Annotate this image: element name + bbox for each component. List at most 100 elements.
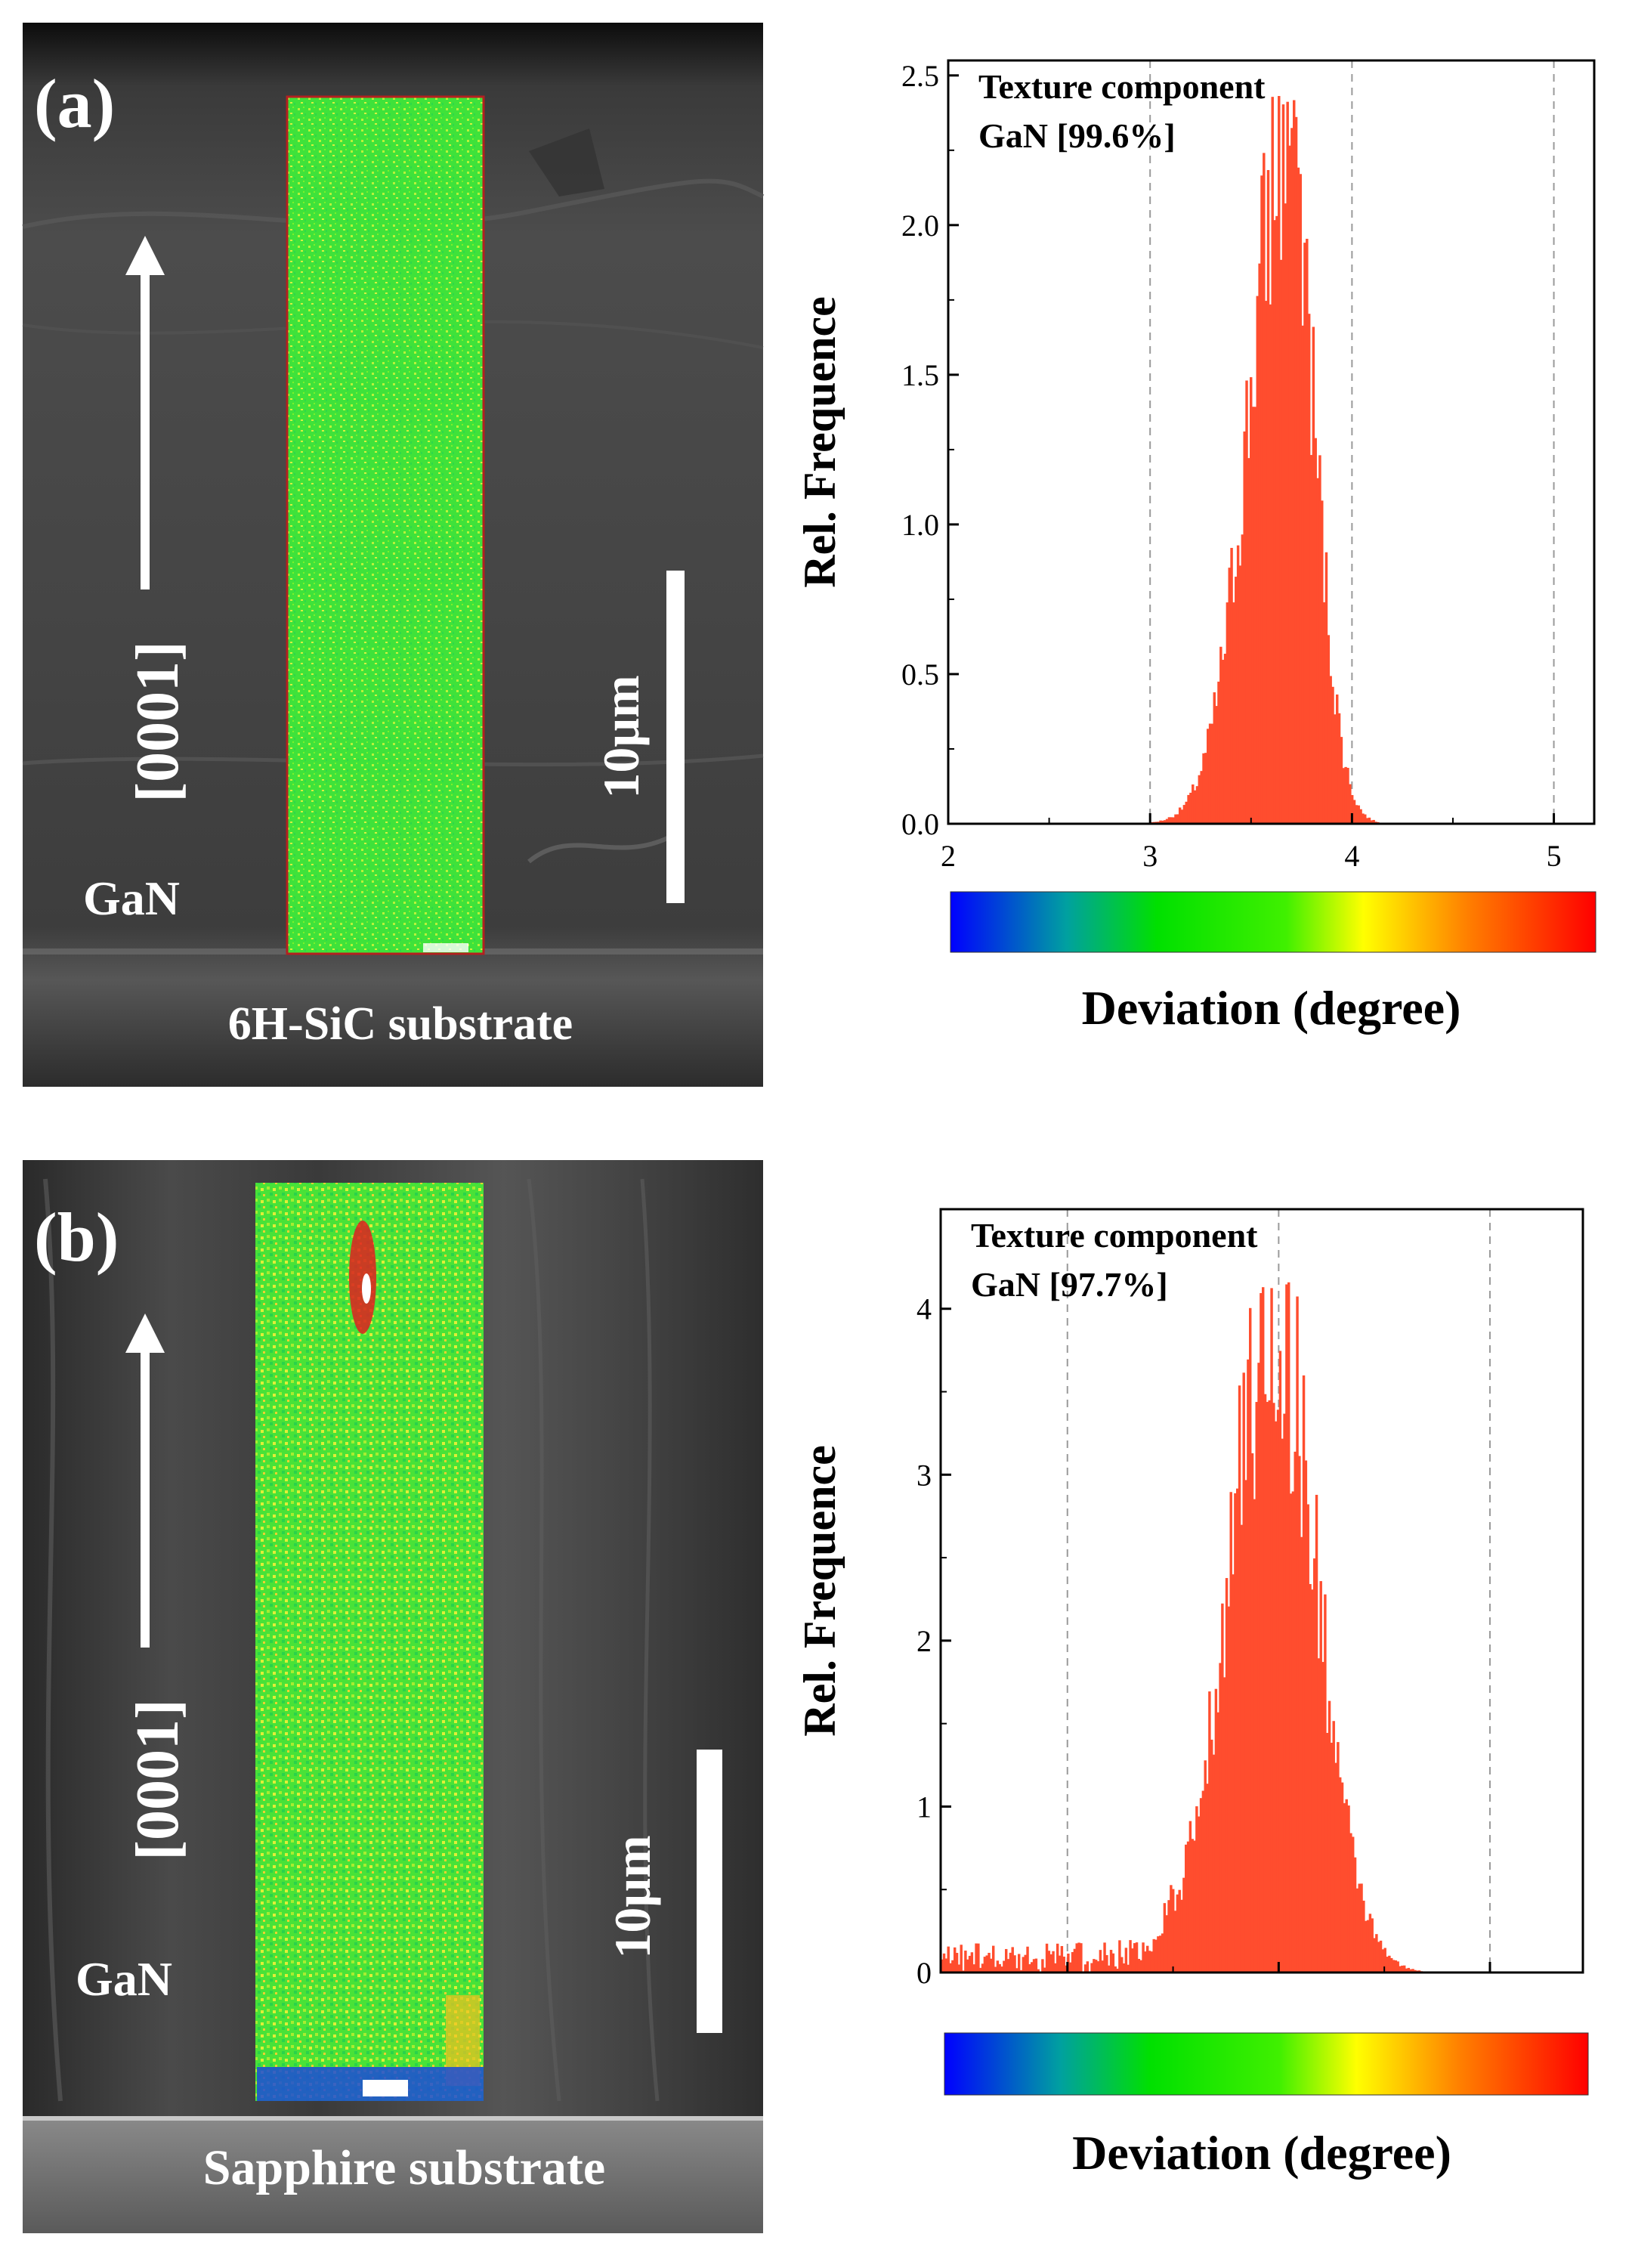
histogram-bar [1294, 1451, 1297, 1973]
histogram-bar [1245, 380, 1248, 824]
histogram-bar [1285, 1284, 1288, 1973]
histogram-bar [1118, 1940, 1121, 1973]
histogram-bar [1161, 1933, 1164, 1973]
histogram-bar [1032, 1959, 1036, 1973]
histogram-bar [1146, 1945, 1149, 1973]
histogram-bar [1163, 1903, 1167, 1973]
histogram-bar [1317, 1658, 1321, 1973]
histogram-bar [1304, 1460, 1308, 1973]
histogram-bar [1370, 820, 1374, 824]
histogram-bar [1298, 1456, 1301, 1973]
histogram-bar [1322, 602, 1326, 824]
histogram-bar [998, 1963, 1001, 1973]
x-tick-label: 2 [941, 839, 956, 873]
histogram-bar [1026, 1946, 1029, 1973]
histogram-bar [1321, 500, 1324, 824]
color-scale-bar [950, 891, 1596, 953]
histogram-a: 0.0 0.5 1.0 1.5 2.0 2.5 2 3 4 5 Texture component G… [795, 59, 1596, 1035]
histogram-bar [1225, 1578, 1229, 1973]
histogram-bar [1186, 1841, 1190, 1973]
histogram-bar [942, 1953, 946, 1973]
annotation-percent: GaN [99.6%] [978, 116, 1176, 155]
histogram-bar [1331, 686, 1334, 824]
y-tick-label: 2 [916, 1624, 932, 1658]
histogram-bar [1242, 1372, 1245, 1973]
histogram-bar [1099, 1950, 1102, 1973]
histogram-bar [1207, 729, 1210, 824]
panel-b-image: (b) [0001] GaN 10μm Sapphire substrate [23, 1160, 763, 2233]
histogram-bar [1271, 97, 1274, 825]
histogram-bar [1251, 407, 1255, 824]
histogram-bar [1217, 681, 1220, 824]
histogram-bar [1253, 1499, 1256, 1973]
histogram-bar [1286, 101, 1289, 825]
histogram-bar [1281, 1438, 1284, 1973]
histogram-bar [979, 1967, 982, 1973]
histogram-bar [1137, 1958, 1141, 1973]
histogram-bar [1191, 1839, 1194, 1973]
panel-a-direction-label: [0001] [125, 641, 191, 802]
histogram-bar [1154, 1939, 1158, 1973]
histogram-bar [1101, 1960, 1104, 1973]
histogram-bar [1243, 431, 1246, 824]
histogram-bar [1330, 1742, 1334, 1973]
histogram-bar [985, 1955, 988, 1973]
histogram-bar [1349, 1833, 1352, 1973]
histogram-bar [1349, 784, 1352, 824]
histogram-bar [1212, 1754, 1216, 1973]
histogram-bar [1289, 1493, 1293, 1973]
histogram-bar [1228, 568, 1231, 824]
histogram-bar [1009, 1952, 1012, 1973]
histogram-bar [1407, 1967, 1411, 1973]
histogram-bar [968, 1955, 972, 1973]
histogram-bar [1266, 1402, 1269, 1973]
plot-frame [947, 59, 1596, 825]
histogram-bar [1052, 1951, 1055, 1973]
y-tick-label: 0 [916, 1956, 932, 1990]
histogram-bar [1208, 723, 1212, 824]
color-scale-bar [944, 2032, 1589, 2096]
panel-b-material-label: GaN [76, 1952, 172, 2006]
histogram-bar [1034, 1958, 1038, 1973]
histogram-bar [1307, 314, 1311, 824]
histogram-bar [1170, 1885, 1173, 1973]
histogram-bar [1187, 794, 1190, 824]
histogram-bar [1309, 455, 1313, 824]
histogram-bar [1294, 116, 1298, 825]
histogram-bar [1358, 1883, 1361, 1973]
histogram-bar [1353, 1857, 1357, 1973]
histogram-bar [1244, 1480, 1247, 1973]
histogram-bar [1283, 1413, 1286, 1973]
histogram-bar [1371, 1918, 1374, 1973]
histogram-bar [1329, 676, 1332, 824]
histogram-bar [1193, 1840, 1196, 1973]
histogram-bar [1373, 1938, 1376, 1973]
histogram-bar [1226, 602, 1229, 824]
histogram-bar [1144, 1951, 1147, 1973]
histogram-bar [1152, 1938, 1155, 1973]
histogram-bar [1116, 1968, 1119, 1973]
histogram-bar [1270, 1288, 1273, 1973]
histogram-bar [1159, 1935, 1162, 1973]
histogram-bar [1114, 1966, 1117, 1973]
histogram-bar [1262, 1287, 1265, 1973]
histogram-bar [1365, 818, 1369, 824]
histogram-bar [1332, 1721, 1335, 1973]
histogram-bar [1041, 1959, 1044, 1973]
histogram-bar [1403, 1965, 1406, 1973]
histogram-bar [1263, 1394, 1267, 1973]
annotation-title: Texture component [978, 67, 1266, 106]
histogram-bar [1229, 1492, 1232, 1973]
histogram-bar [1316, 478, 1319, 824]
histogram-bar [941, 1959, 944, 1973]
histogram-bar [1199, 1798, 1203, 1973]
histogram-bar [1204, 753, 1207, 824]
histogram-bar [1359, 809, 1362, 824]
y-tick-label: 2.5 [901, 59, 939, 93]
histogram-bar [1334, 714, 1337, 824]
histogram-bar [1058, 1955, 1062, 1973]
histogram-bar [1362, 1900, 1365, 1973]
histogram-bar [1306, 238, 1309, 824]
histogram-bar [1180, 1899, 1183, 1973]
histogram-bar [1250, 1453, 1254, 1973]
